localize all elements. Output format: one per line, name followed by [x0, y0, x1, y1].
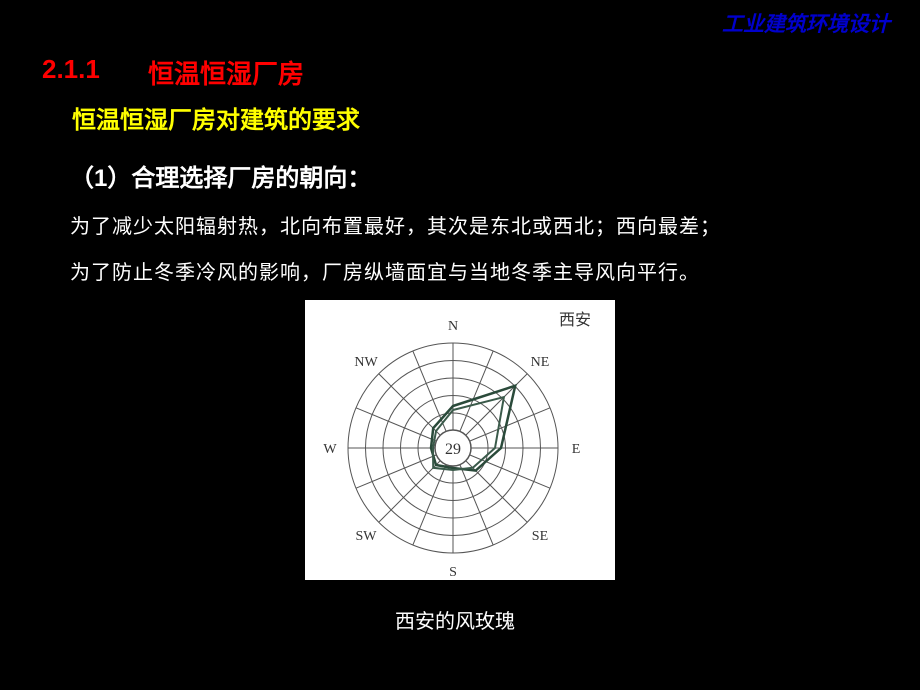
- point-label: （1）合理选择厂房的朝向：: [70, 158, 371, 193]
- svg-text:西安: 西安: [559, 311, 591, 329]
- windrose-diagram: 29 N NE E SE S SW W NW 西安: [305, 300, 615, 580]
- svg-text:W: W: [323, 442, 337, 457]
- svg-text:SE: SE: [532, 529, 548, 544]
- svg-text:S: S: [449, 565, 457, 580]
- svg-text:NW: NW: [354, 355, 378, 370]
- section-number: 2.1.1: [42, 54, 100, 85]
- svg-text:29: 29: [445, 441, 461, 458]
- windrose-svg: 29 N NE E SE S SW W NW 西安: [305, 300, 615, 580]
- svg-text:NE: NE: [531, 355, 550, 370]
- body-text-line-2: 为了防止冬季冷风的影响，厂房纵墙面宜与当地冬季主导风向平行。: [70, 256, 700, 285]
- svg-text:E: E: [572, 442, 581, 457]
- svg-text:SW: SW: [356, 529, 378, 544]
- subsection-title: 恒温恒湿厂房对建筑的要求: [72, 100, 360, 135]
- body-text-line-1: 为了减少太阳辐射热，北向布置最好，其次是东北或西北；西向最差；: [70, 210, 721, 239]
- svg-text:N: N: [448, 319, 458, 334]
- header-label: 工业建筑环境设计: [722, 8, 890, 38]
- diagram-caption: 西安的风玫瑰: [395, 605, 515, 634]
- section-title: 恒温恒湿厂房: [148, 54, 304, 91]
